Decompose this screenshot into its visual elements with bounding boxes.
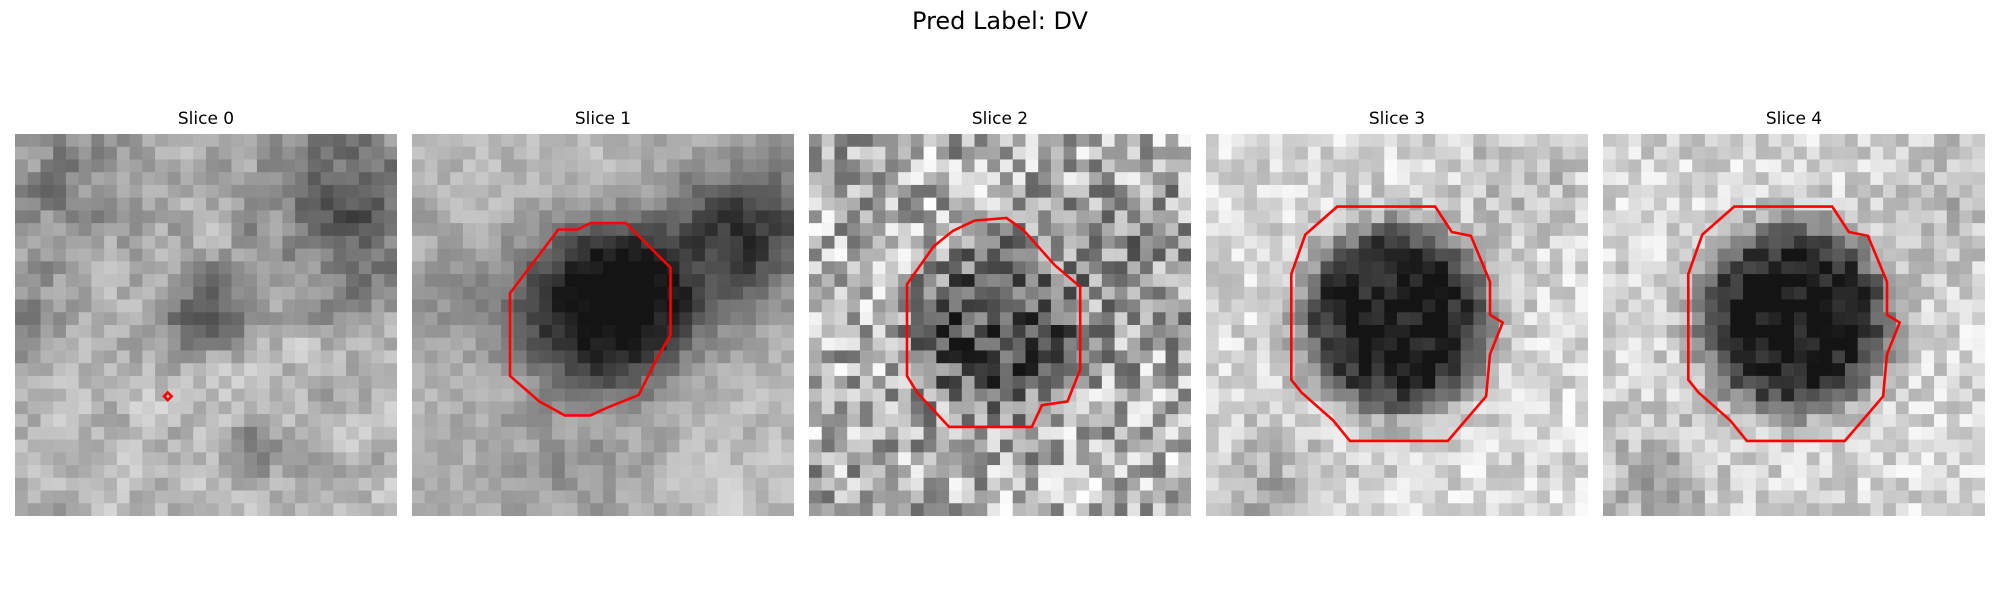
segmentation-contour <box>1687 205 1902 443</box>
slice-image-1 <box>412 134 794 516</box>
slice-title-3: Slice 3 <box>1368 109 1426 129</box>
segmentation-contour <box>905 216 1082 429</box>
slice-image-4 <box>1603 134 1985 516</box>
slice-image-3 <box>1206 134 1588 516</box>
slice-title-1: Slice 1 <box>574 109 632 129</box>
segmentation-contour <box>508 221 672 417</box>
segmentation-contour <box>1290 205 1505 443</box>
slice-title-4: Slice 4 <box>1765 109 1823 129</box>
slice-image-0 <box>15 134 397 516</box>
figure-title: Pred Label: DV <box>912 7 1088 35</box>
slice-image-2 <box>809 134 1191 516</box>
segmentation-contour <box>162 390 174 402</box>
slice-title-0: Slice 0 <box>177 109 235 129</box>
slice-title-2: Slice 2 <box>971 109 1029 129</box>
